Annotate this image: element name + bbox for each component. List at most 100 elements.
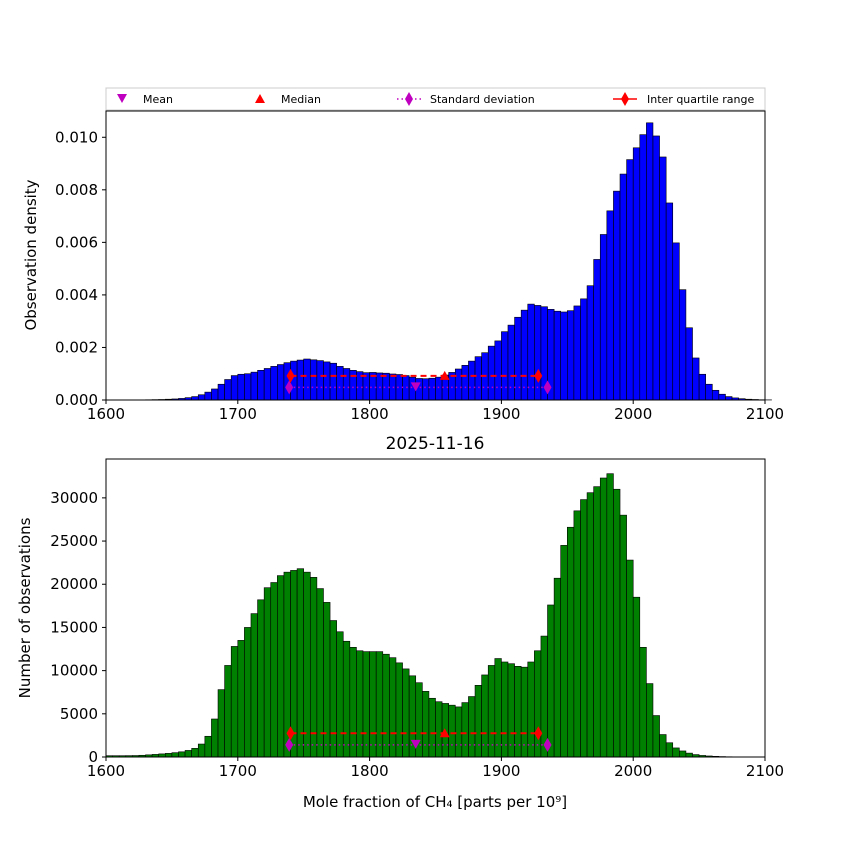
density-y-tick-label: 0.010 xyxy=(55,128,98,146)
count-bar xyxy=(435,701,443,758)
density-bar xyxy=(619,173,627,401)
count-bar xyxy=(244,627,252,758)
count-bar xyxy=(639,647,647,758)
density-x-tick-label: 1800 xyxy=(351,405,389,423)
count-x-tick-label: 1600 xyxy=(87,762,125,780)
density-bar xyxy=(323,361,331,401)
count-bar xyxy=(547,604,555,758)
density-summary-markers xyxy=(285,368,552,395)
density-bar xyxy=(566,310,575,401)
legend: Mean Median Standard deviation Inter qua… xyxy=(105,87,766,111)
density-x-tick-label: 2100 xyxy=(746,405,784,423)
count-bar xyxy=(336,631,344,758)
density-bar xyxy=(211,388,219,401)
count-bar xyxy=(487,665,496,758)
count-bar xyxy=(613,488,621,758)
density-bar xyxy=(692,357,700,401)
density-bar xyxy=(217,383,225,401)
density-bar xyxy=(527,303,535,401)
density-bar xyxy=(705,383,713,401)
density-bar xyxy=(632,147,641,401)
density-bar xyxy=(593,259,601,401)
density-std-low-marker xyxy=(285,380,294,395)
count-bar xyxy=(382,653,390,758)
count-bar xyxy=(619,514,627,758)
density-bar xyxy=(342,368,351,401)
count-bar xyxy=(685,752,693,758)
density-bar xyxy=(507,324,515,401)
count-bar xyxy=(257,599,265,758)
density-y-ticks: 0.000 0.002 0.004 0.006 0.008 0.010 xyxy=(55,128,106,409)
count-bar xyxy=(277,575,285,758)
count-bar xyxy=(362,651,370,758)
density-bar xyxy=(646,122,654,401)
count-histogram-panel: 2025-11-16 1600 1700 1800 1900 2000 2100 0 500… xyxy=(16,434,784,811)
legend-frame xyxy=(105,87,766,111)
count-bar xyxy=(217,689,225,758)
count-bar xyxy=(211,718,219,758)
count-bar xyxy=(349,647,357,758)
density-bar xyxy=(375,372,384,401)
density-bar xyxy=(270,366,278,401)
count-bar xyxy=(197,743,206,758)
count-bar xyxy=(237,640,245,758)
count-bar xyxy=(534,650,542,758)
density-bar xyxy=(316,360,324,401)
density-bar xyxy=(461,365,469,401)
count-bar xyxy=(501,661,509,758)
count-std-high-marker xyxy=(543,737,552,752)
density-bar xyxy=(230,375,239,401)
density-bar xyxy=(725,396,733,401)
density-bar xyxy=(672,242,680,401)
count-bar xyxy=(428,697,436,758)
density-bar xyxy=(197,394,206,401)
legend-std-label: Standard deviation xyxy=(430,93,535,106)
density-histogram-panel: 1600 1700 1800 1900 2000 2100 0.000 0.002 0.004… xyxy=(22,110,784,423)
legend-std-marker xyxy=(405,92,413,106)
density-bar xyxy=(560,311,568,401)
density-bar xyxy=(613,190,621,401)
count-iqr-low-marker xyxy=(286,726,295,741)
count-bar xyxy=(599,477,608,758)
density-bar xyxy=(599,234,608,401)
count-bar xyxy=(165,753,173,758)
density-bar xyxy=(685,327,693,401)
density-bars xyxy=(132,122,772,401)
count-x-tick-label: 1700 xyxy=(219,762,257,780)
density-bar xyxy=(349,370,357,401)
density-mean-marker xyxy=(410,382,421,392)
count-bar xyxy=(520,666,529,758)
count-bar xyxy=(342,640,351,758)
density-bar xyxy=(422,378,430,401)
density-axes-frame xyxy=(105,110,766,401)
count-bar xyxy=(263,587,272,758)
density-bar xyxy=(501,331,509,401)
count-panel-title: 2025-11-16 xyxy=(386,434,485,454)
density-bar xyxy=(494,340,502,401)
count-bar xyxy=(270,582,278,758)
count-mean-marker xyxy=(410,739,421,749)
count-bar xyxy=(646,683,654,758)
density-bar xyxy=(665,202,674,401)
density-bar xyxy=(659,156,667,401)
count-bar xyxy=(580,499,588,758)
legend-iqr-marker xyxy=(621,92,629,106)
density-bar xyxy=(454,368,463,401)
count-bar xyxy=(606,473,614,758)
density-bar xyxy=(679,289,687,401)
count-y-tick-label: 15000 xyxy=(50,618,98,636)
count-bar xyxy=(566,526,575,758)
count-bar xyxy=(494,658,502,758)
density-bar xyxy=(711,389,720,401)
count-x-tick-label: 2100 xyxy=(746,762,784,780)
density-bar xyxy=(474,356,482,401)
density-bar xyxy=(389,373,397,401)
density-bar xyxy=(244,373,252,401)
count-bar xyxy=(303,571,311,758)
count-bar xyxy=(329,620,337,758)
count-bar xyxy=(454,706,463,758)
density-bar xyxy=(698,373,706,401)
density-bar xyxy=(296,359,304,401)
density-iqr-high-marker xyxy=(534,368,543,383)
density-bar xyxy=(336,366,344,401)
